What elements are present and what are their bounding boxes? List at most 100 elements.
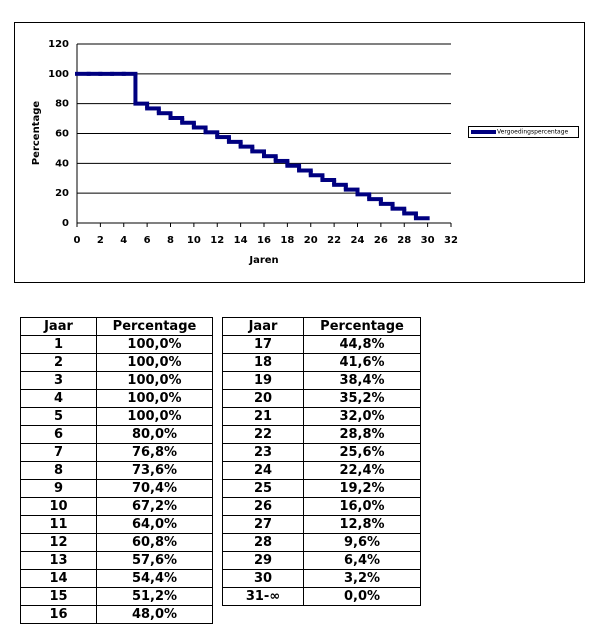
x-tick-label: 14 <box>234 235 248 246</box>
x-tick-label: 8 <box>167 235 174 246</box>
row: 30 3,2% <box>222 569 421 588</box>
cell: 51,2% <box>96 587 213 606</box>
header-row: Jaar Percentage <box>222 317 421 336</box>
y-axis-label: Percentage <box>31 101 42 166</box>
row: 29 6,4% <box>222 551 421 570</box>
cell: 32,0% <box>303 407 421 426</box>
row: 8 73,6% <box>20 461 213 480</box>
legend-box <box>468 126 579 138</box>
cell: 3,2% <box>303 569 421 588</box>
x-axis-label: Jaren <box>248 255 278 266</box>
cell: 100,0% <box>96 353 213 372</box>
x-tick-label: 10 <box>187 235 201 246</box>
header-cell: Percentage <box>96 317 213 336</box>
y-tick-label: 40 <box>55 158 69 169</box>
y-tick-label: 120 <box>48 39 69 50</box>
cell: 1 <box>20 335 97 354</box>
x-tick-label: 4 <box>120 235 127 246</box>
row: 9 70,4% <box>20 479 213 498</box>
cell: 20 <box>222 389 304 408</box>
cell: 73,6% <box>96 461 213 480</box>
cell: 10 <box>20 497 97 516</box>
cell: 27 <box>222 515 304 534</box>
cell: 12,8% <box>303 515 421 534</box>
cell: 29 <box>222 551 304 570</box>
cell: 30 <box>222 569 304 588</box>
cell: 4 <box>20 389 97 408</box>
cell: 15 <box>20 587 97 606</box>
row: 25 19,2% <box>222 479 421 498</box>
cell: 100,0% <box>96 371 213 390</box>
cell: 26 <box>222 497 304 516</box>
cell: 3 <box>20 371 97 390</box>
row: 4 100,0% <box>20 389 213 408</box>
cell: 2 <box>20 353 97 372</box>
cell: 100,0% <box>96 389 213 408</box>
cell: 19,2% <box>303 479 421 498</box>
x-tick-label: 32 <box>444 235 458 246</box>
cell: 38,4% <box>303 371 421 390</box>
cell: 35,2% <box>303 389 421 408</box>
row: 26 16,0% <box>222 497 421 516</box>
cell: 41,6% <box>303 353 421 372</box>
row: 1 100,0% <box>20 335 213 354</box>
row: 19 38,4% <box>222 371 421 390</box>
row: 28 9,6% <box>222 533 421 552</box>
y-tick-label: 20 <box>55 188 69 199</box>
x-tick-label: 22 <box>327 235 341 246</box>
cell: 11 <box>20 515 97 534</box>
cell: 54,4% <box>96 569 213 588</box>
x-tick-label: 28 <box>397 235 411 246</box>
cell: 6 <box>20 425 97 444</box>
cell: 28,8% <box>303 425 421 444</box>
header-cell: Percentage <box>303 317 421 336</box>
x-tick-label: 2 <box>97 235 104 246</box>
x-tick-label: 12 <box>210 235 224 246</box>
row: 27 12,8% <box>222 515 421 534</box>
table: Jaar Percentage 1 100,0% 2 100,0% 3 100,0% 4 100,… <box>20 317 213 624</box>
legend-label: Vergoedingspercentage <box>497 129 569 136</box>
row: 31-∞ 0,0% <box>222 587 421 606</box>
cell: 12 <box>20 533 97 552</box>
row: 2 100,0% <box>20 353 213 372</box>
cell: 57,6% <box>96 551 213 570</box>
row: 12 60,8% <box>20 533 213 552</box>
cell: 60,8% <box>96 533 213 552</box>
row: 18 41,6% <box>222 353 421 372</box>
row: 10 67,2% <box>20 497 213 516</box>
row: 11 64,0% <box>20 515 213 534</box>
header-row: Jaar Percentage <box>20 317 213 336</box>
row: 7 76,8% <box>20 443 213 462</box>
row: 16 48,0% <box>20 605 213 624</box>
row: 20 35,2% <box>222 389 421 408</box>
cell: 25 <box>222 479 304 498</box>
cell: 17 <box>222 335 304 354</box>
chart-frame <box>14 22 585 283</box>
cell: 13 <box>20 551 97 570</box>
cell: 0,0% <box>303 587 421 606</box>
x-tick-label: 0 <box>74 235 81 246</box>
cell: 25,6% <box>303 443 421 462</box>
cell: 48,0% <box>96 605 213 624</box>
cell: 70,4% <box>96 479 213 498</box>
cell: 23 <box>222 443 304 462</box>
cell: 67,2% <box>96 497 213 516</box>
x-tick-label: 18 <box>280 235 294 246</box>
y-tick-label: 60 <box>55 129 69 140</box>
row: 3 100,0% <box>20 371 213 390</box>
y-tick-label: 80 <box>55 99 69 110</box>
cell: 6,4% <box>303 551 421 570</box>
cell: 14 <box>20 569 97 588</box>
row: 24 22,4% <box>222 461 421 480</box>
cell: 21 <box>222 407 304 426</box>
y-tick-label: 100 <box>48 69 69 80</box>
x-tick-label: 20 <box>304 235 318 246</box>
row: 5 100,0% <box>20 407 213 426</box>
row: 13 57,6% <box>20 551 213 570</box>
x-tick-label: 16 <box>257 235 271 246</box>
row: 22 28,8% <box>222 425 421 444</box>
row: 6 80,0% <box>20 425 213 444</box>
cell: 7 <box>20 443 97 462</box>
cell: 22,4% <box>303 461 421 480</box>
